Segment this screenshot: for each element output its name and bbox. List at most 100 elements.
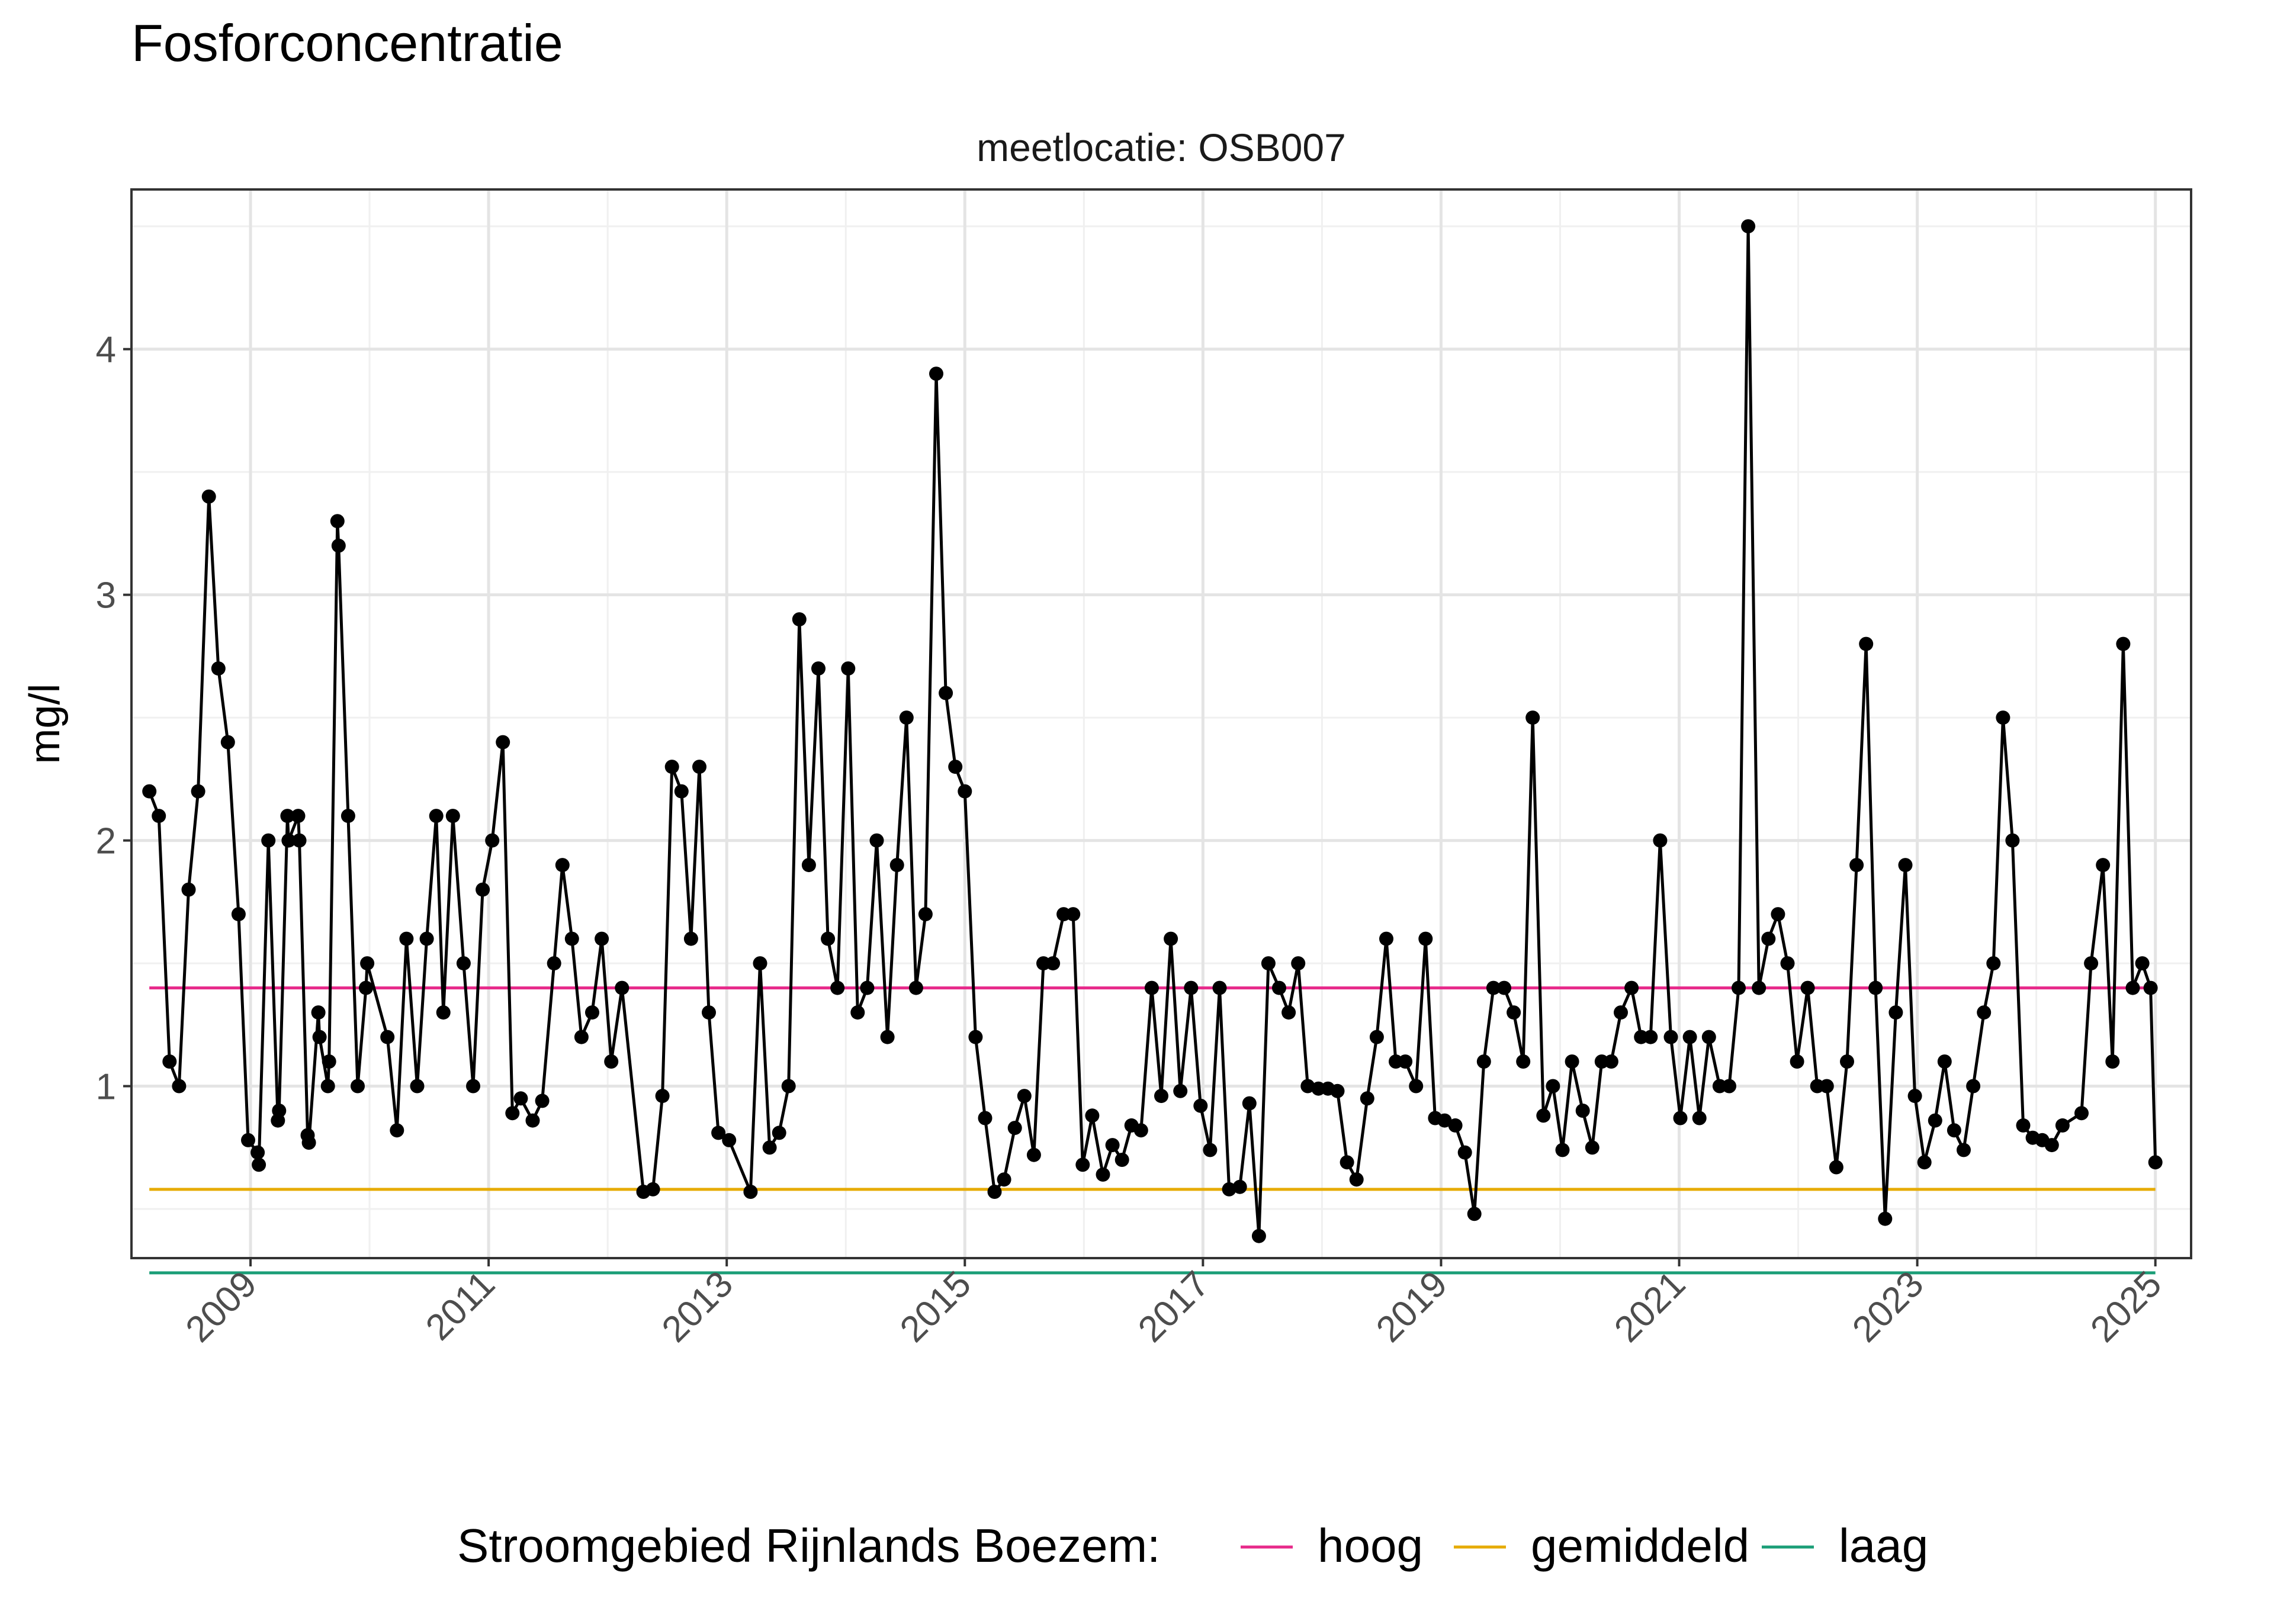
data-point [939,686,953,700]
data-point [1360,1091,1374,1106]
data-point [1947,1123,1961,1138]
data-point [1017,1089,1032,1104]
data-point [1701,1030,1716,1044]
data-point [1790,1054,1804,1069]
data-point [655,1089,670,1104]
data-point [341,809,355,824]
data-point [978,1111,993,1125]
data-point [564,931,579,946]
data-point [1878,1211,1893,1226]
x-tick-label: 2025 [2083,1263,2169,1350]
data-point [1457,1145,1472,1160]
reference-lines [149,986,2156,1275]
data-point [1868,980,1883,995]
data-point [201,489,216,504]
data-point [2016,1118,2031,1133]
data-point [429,809,444,824]
data-point [322,1054,336,1069]
data-point [485,833,500,848]
data-point [2044,1138,2059,1153]
data-point [1144,980,1159,995]
data-point [1486,980,1501,995]
data-point [753,956,767,971]
data-point [1349,1172,1364,1187]
data-point [1928,1113,1942,1128]
data-point [172,1079,187,1094]
data-point [312,1030,327,1044]
data-point [2005,833,2020,848]
data-point [360,956,375,971]
data-point [1007,1121,1022,1136]
data-point [445,809,460,824]
data-point [419,931,434,946]
data-point [211,661,226,676]
data-point [1840,1054,1854,1069]
data-point [250,1145,265,1160]
data-point [781,1079,796,1094]
data-point [1222,1182,1236,1197]
data-point [535,1094,550,1108]
data-point [1536,1108,1551,1123]
data-point [889,858,904,873]
data-point [1212,980,1227,995]
data-point [987,1185,1002,1199]
data-point [505,1106,520,1121]
series-line [147,224,2157,1238]
data-point [997,1172,1011,1187]
data-point [1682,1030,1697,1044]
data-point [2074,1106,2089,1121]
data-point [1066,907,1081,922]
data-point [968,1030,983,1044]
data-point [1663,1030,1678,1044]
data-point [1780,956,1795,971]
data-point [1614,1005,1628,1020]
data-point [1859,636,1874,651]
data-point [1398,1054,1413,1069]
data-point [231,907,246,922]
data-point [702,1005,716,1020]
data-point [410,1079,425,1094]
data-point [320,1079,335,1094]
data-point [929,366,943,381]
data-point [664,760,679,774]
data-point [792,612,807,627]
data-point [585,1005,599,1020]
data-point [899,710,914,725]
data-point [1516,1054,1531,1069]
data-point [380,1030,395,1044]
data-point [1585,1140,1599,1155]
data-point [1437,1113,1452,1128]
data-point [1026,1147,1041,1162]
data-point [1105,1138,1120,1153]
data-point [1546,1079,1560,1094]
data-point [191,784,205,799]
data-point [1409,1079,1424,1094]
data-point [1330,1083,1345,1098]
data-point [595,931,609,946]
data-point [2084,956,2099,971]
data-point [850,1005,865,1020]
data-point [547,956,561,971]
data-point [948,760,963,774]
x-tick-label: 2023 [1845,1263,1931,1350]
data-point [1643,1030,1658,1044]
x-tick-label: 2011 [418,1263,503,1348]
x-tick-label: 2017 [1130,1263,1217,1350]
data-point [1272,980,1286,995]
data-point [880,1030,895,1044]
data-point [1653,833,1668,848]
data-point [1046,956,1061,971]
data-point [2105,1054,2120,1069]
x-tick-label: 2021 [1607,1263,1693,1350]
legend-label-gemiddeld: gemiddeld [1531,1519,1749,1572]
data-point [1173,1083,1188,1098]
data-point [958,784,972,799]
data-point [220,735,235,750]
data-point [1829,1160,1843,1175]
data-point [162,1054,177,1069]
data-point [331,538,346,553]
data-point [1937,1054,1952,1069]
data-point [1300,1079,1315,1094]
data-point [1800,980,1815,995]
